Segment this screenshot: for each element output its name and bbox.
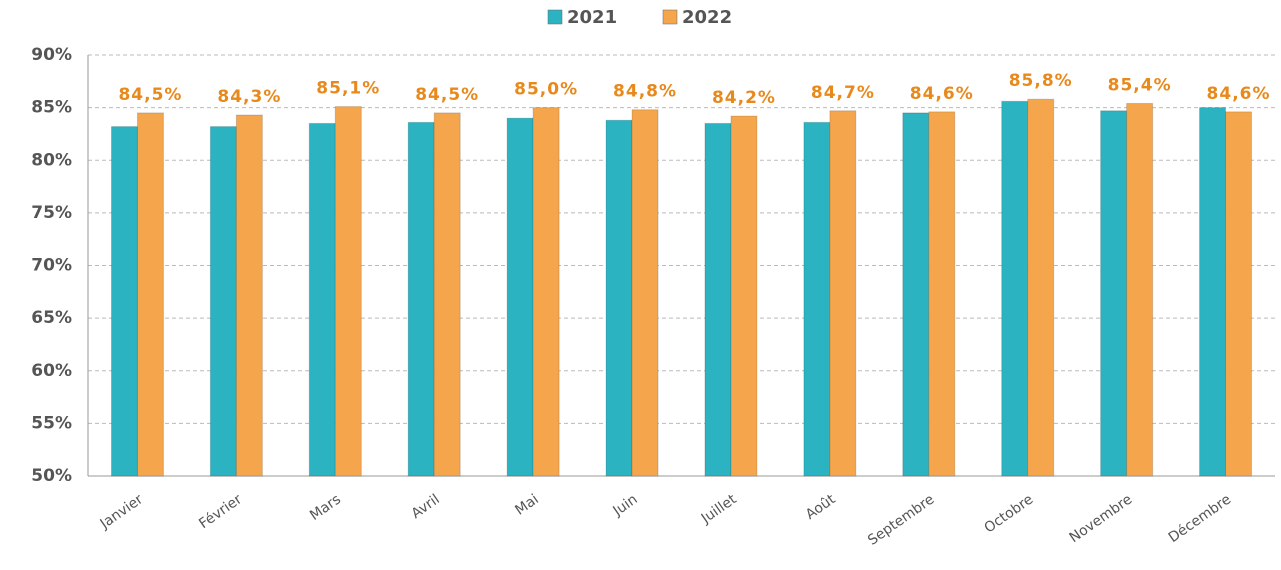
- bar: [631, 109, 659, 477]
- bar: [506, 117, 534, 477]
- value-label: 84,5%: [118, 85, 182, 105]
- bar: [308, 122, 336, 477]
- x-tick-label: Novembre: [1067, 491, 1136, 546]
- x-tick-label: Août: [803, 491, 839, 523]
- bar: [209, 126, 237, 477]
- bar: [928, 111, 956, 477]
- value-label: 84,2%: [712, 88, 776, 108]
- y-tick-label: 60%: [31, 361, 72, 381]
- legend-swatch: [662, 9, 678, 25]
- y-tick-label: 55%: [31, 413, 72, 433]
- value-label: 84,6%: [1207, 84, 1271, 104]
- y-tick-label: 75%: [31, 203, 72, 223]
- value-label: 84,7%: [811, 83, 875, 103]
- y-tick-label: 80%: [31, 150, 72, 170]
- y-tick-label: 65%: [31, 308, 72, 328]
- value-label: 84,5%: [415, 85, 479, 105]
- value-label: 84,8%: [613, 82, 677, 102]
- value-label: 85,0%: [514, 80, 578, 100]
- y-tick-label: 50%: [31, 466, 72, 486]
- bar: [532, 107, 560, 477]
- bar: [433, 112, 461, 477]
- bar: [829, 110, 857, 477]
- bar: [1100, 110, 1128, 477]
- y-tick-label: 85%: [31, 98, 72, 118]
- x-tick-label: Septembre: [865, 491, 937, 548]
- bar: [407, 121, 435, 477]
- x-tick-label: Mars: [307, 491, 344, 523]
- legend-label: 2021: [567, 7, 617, 28]
- bar: [1027, 98, 1055, 477]
- x-tick-label: Décembre: [1166, 491, 1234, 546]
- value-label: 85,4%: [1108, 75, 1172, 95]
- bar: [334, 106, 362, 477]
- legend-label: 2022: [682, 7, 732, 28]
- bar: [803, 121, 831, 477]
- x-tick-label: Juillet: [698, 491, 740, 527]
- bar: [136, 112, 164, 477]
- legend-swatch: [547, 9, 563, 25]
- bar: [110, 126, 138, 477]
- x-tick-label: Février: [196, 491, 245, 532]
- bar: [235, 114, 263, 477]
- x-tick-label: Octobre: [981, 491, 1036, 536]
- y-tick-label: 90%: [31, 45, 72, 65]
- bar: [902, 112, 930, 477]
- value-label: 85,8%: [1009, 71, 1073, 91]
- value-label: 85,1%: [316, 79, 380, 99]
- value-label: 84,3%: [217, 87, 281, 107]
- bar: [730, 115, 758, 477]
- bar: [1001, 100, 1029, 477]
- bar: [704, 122, 732, 477]
- bar: [605, 119, 633, 477]
- x-tick-label: Janvier: [97, 491, 147, 532]
- x-tick-label: Mai: [512, 491, 541, 518]
- bar: [1225, 111, 1253, 477]
- bar: [1126, 102, 1154, 477]
- x-tick-label: Juin: [610, 491, 641, 519]
- x-tick-label: Avril: [409, 491, 443, 522]
- bar: [1199, 107, 1227, 477]
- value-label: 84,6%: [910, 84, 974, 104]
- y-tick-label: 70%: [31, 256, 72, 276]
